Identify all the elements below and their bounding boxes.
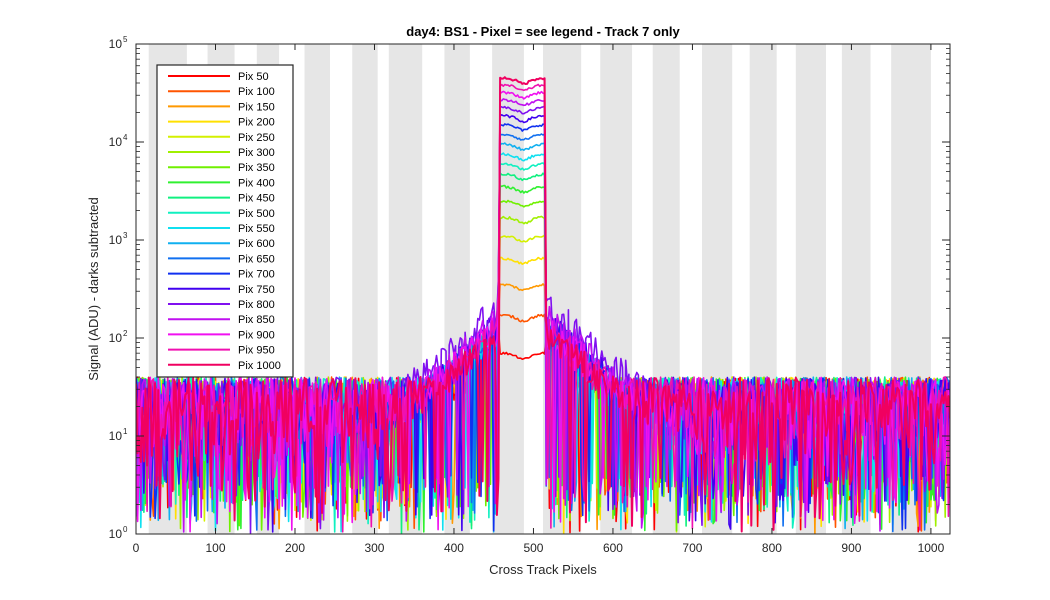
y-tick-exponent: 5 [123,35,128,44]
legend: Pix 50 Pix 100 Pix 150 Pix 200 Pix 250 Pix 30… [156,64,294,378]
x-tick-label: 300 [364,541,384,555]
x-tick-label: 400 [444,541,464,555]
legend-entry-label: Pix 700 [238,269,275,281]
series-line [136,76,950,533]
legend-entry-label: Pix 600 [238,238,275,250]
x-tick-label: 200 [285,541,305,555]
x-tick-label: 800 [762,541,782,555]
legend-box [156,64,294,378]
series-layer [136,76,950,534]
y-tick-exponent: 3 [123,231,128,240]
legend-entry-label: Pix 1000 [238,360,281,372]
y-tick-exponent: 0 [123,525,128,534]
y-tick-label: 10 [109,135,123,149]
legend-entry-label: Pix 500 [238,208,275,220]
y-tick-label: 10 [109,331,123,345]
x-tick-label: 900 [841,541,861,555]
legend-entry-label: Pix 50 [238,71,269,83]
y-axis-label: Signal (ADU) - darks subtracted [86,197,101,381]
x-tick-label: 100 [205,541,225,555]
legend-entry-label: Pix 300 [238,147,275,159]
y-tick-label: 10 [109,37,123,51]
legend-entry-label: Pix 400 [238,177,275,189]
legend-entry-label: Pix 950 [238,345,275,357]
legend-entry-label: Pix 550 [238,223,275,235]
x-tick-label: 1000 [918,541,945,555]
x-axis-ticks: 0 100 200 300 400 500 600 700 800 900 1000 [133,44,945,555]
legend-entry-label: Pix 900 [238,329,275,341]
y-tick-exponent: 2 [123,329,128,338]
y-tick-exponent: 4 [123,133,128,142]
x-tick-label: 500 [523,541,543,555]
x-axis-label: Cross Track Pixels [489,562,597,577]
legend-entry-label: Pix 250 [238,132,275,144]
y-tick-exponent: 1 [123,427,128,436]
legend-entry-label: Pix 800 [238,299,275,311]
y-tick-label: 10 [109,527,123,541]
x-tick-label: 600 [603,541,623,555]
plot-frame [135,43,951,535]
legend-entry-label: Pix 100 [238,86,275,98]
y-tick-label: 10 [109,233,123,247]
x-tick-label: 0 [133,541,140,555]
y-tick-label: 10 [109,429,123,443]
x-tick-label: 700 [682,541,702,555]
chart-title: day4: BS1 - Pixel = see legend - Track 7… [406,24,680,39]
legend-entry-label: Pix 750 [238,284,275,296]
legend-entry-label: Pix 150 [238,101,275,113]
legend-entry-label: Pix 200 [238,117,275,129]
legend-entry-label: Pix 450 [238,193,275,205]
legend-entry-label: Pix 350 [238,162,275,174]
legend-entry-label: Pix 650 [238,253,275,265]
legend-entry-label: Pix 850 [238,314,275,326]
